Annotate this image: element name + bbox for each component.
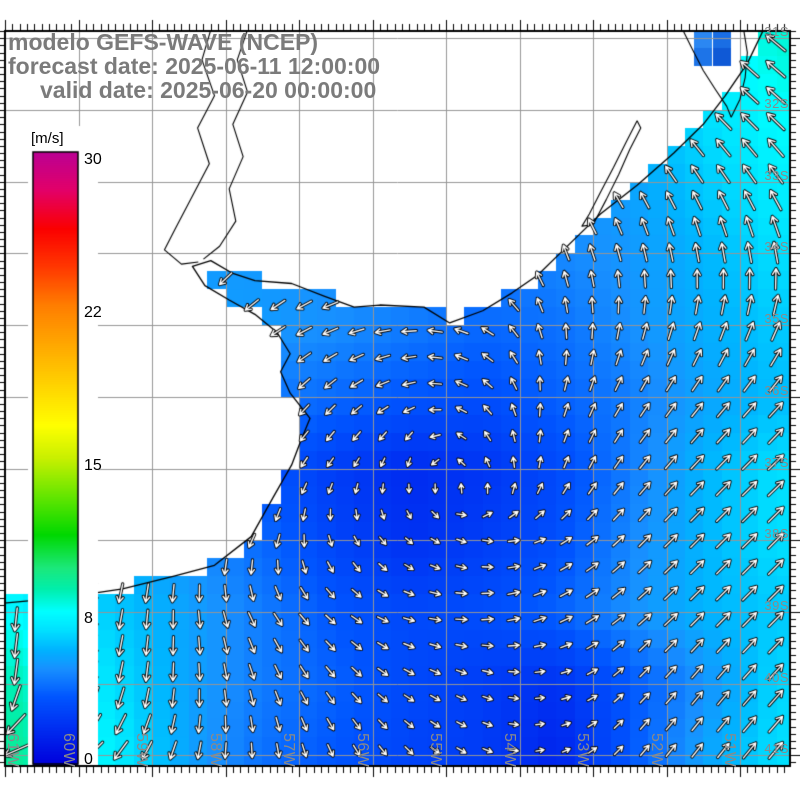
lon-label: 55W [427,733,444,768]
lat-label: 32S [764,96,789,111]
lat-label: 41S [764,741,789,757]
lon-label: 52W [647,733,665,768]
colorbar-tick-label: 0 [84,751,93,768]
lon-label: 51W [721,733,738,768]
lat-label: 33S [764,167,789,183]
lat-label: 40S [764,669,789,685]
lon-label: 61W [4,733,21,768]
lon-label: 54W [500,733,518,768]
colorbar-tick-label: 22 [84,304,102,321]
lon-label: 58W [206,733,224,768]
lat-label: 36S [764,382,789,398]
lat-label: 39S [764,597,789,613]
lon-label: 60W [59,733,77,768]
lat-label: 35S [764,311,789,327]
lon-label: 53W [574,733,591,768]
lat-label: 38S [764,526,789,542]
lat-label: 37S [764,454,789,470]
colorbar-tick-label: 15 [84,457,102,474]
lon-label: 59W [133,733,150,768]
colorbar-tick-label: 8 [84,610,93,627]
colorbar-tick-label: 30 [84,151,102,168]
lon-label: 57W [280,733,297,768]
colorbar-unit-label: [m/s] [31,130,64,147]
lat-label: 34S [764,239,789,255]
lon-label: 56W [353,733,371,768]
lat-label: 31S [764,24,789,40]
